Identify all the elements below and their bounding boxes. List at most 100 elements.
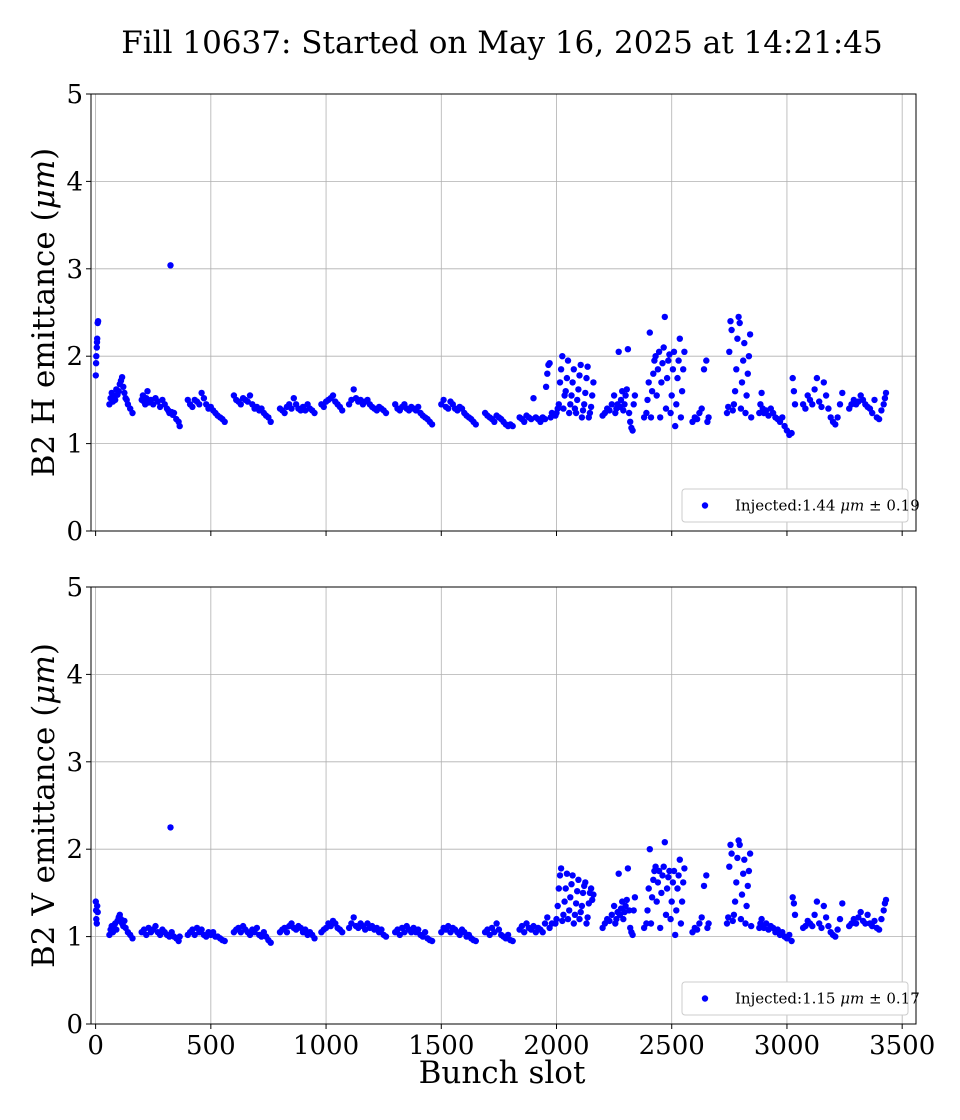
data-point [339,407,346,414]
data-point [745,353,753,360]
x-tick-label: 3000 [754,1031,820,1061]
data-point [624,346,632,353]
data-point [673,401,680,408]
data-point [645,379,652,386]
y-tick-label: 4 [66,167,83,197]
data-point [94,902,101,910]
data-point [839,389,846,397]
data-point [736,841,743,848]
data-point [741,339,748,347]
data-point [791,911,799,918]
data-point [676,335,683,342]
y-tick-label: 2 [66,342,83,372]
data-point [631,894,639,901]
data-point [382,933,390,940]
data-point [504,931,512,939]
data-point [630,907,637,914]
data-point [727,841,734,848]
data-point [421,929,429,936]
data-point [630,401,637,408]
data-point [281,409,288,417]
data-point [723,920,731,927]
data-point [329,392,337,399]
data-point [882,896,890,904]
data-point [221,418,228,425]
data-point [577,361,584,369]
data-point [733,366,740,373]
data-point [557,865,565,872]
data-point [662,405,670,412]
y-axis-label-close: ) [26,643,62,655]
data-point [726,348,733,355]
data-point [742,920,749,927]
y-tick-label: 1 [66,923,83,953]
data-point [560,911,567,918]
data-point [350,914,357,921]
x-tick-label: 1000 [293,1031,359,1061]
plot-frame [90,586,917,1025]
data-point [740,870,747,877]
data-point [668,898,675,905]
data-point [809,401,816,408]
data-point [574,888,581,895]
data-point [94,908,101,916]
y-axis-label-text: B2 V emittance ( [26,705,62,968]
data-point [553,915,560,923]
data-point [521,929,528,936]
data-point [568,881,575,888]
data-point [246,392,254,399]
data-point [584,914,591,921]
y-tick-label: 1 [66,430,83,460]
data-point [541,415,549,423]
data-point [569,872,576,879]
data-point [660,344,667,351]
legend-unit: μm [840,497,864,515]
x-tick-label: 1500 [408,1031,474,1061]
data-point [115,388,122,395]
data-point [237,401,244,408]
data-point [567,401,574,408]
data-point [578,414,586,421]
data-point [657,414,664,421]
data-point [727,318,734,325]
data-point [530,395,537,402]
data-point [667,915,674,923]
data-point [655,867,663,875]
data-point [564,357,572,364]
data-point [378,926,385,933]
data-point [570,920,577,927]
data-point [653,898,660,905]
data-point [658,889,665,897]
data-point [680,366,687,373]
data-point [670,348,678,355]
data-point [648,388,656,395]
data-point [521,418,528,425]
data-point [445,405,452,412]
data-point [198,926,205,933]
data-point [680,879,687,886]
data-point [746,850,754,857]
data-point [606,407,613,414]
legend-prefix-value: Injected:1.44 [735,497,840,515]
data-point [576,372,583,379]
data-point [655,348,663,355]
data-point [818,924,825,932]
data-point [730,401,738,408]
data-point [864,911,871,918]
data-point [744,370,751,377]
data-point [253,924,261,932]
data-point [693,415,701,423]
data-point [855,914,862,921]
data-point [779,414,786,421]
data-point [734,335,741,342]
data-point [875,415,883,423]
data-point [93,920,101,927]
data-point [555,401,562,408]
legend-spread: ± 0.17 [864,990,920,1008]
data-point [643,409,650,417]
data-point [590,891,597,898]
data-point [675,357,682,364]
data-point [589,896,596,904]
